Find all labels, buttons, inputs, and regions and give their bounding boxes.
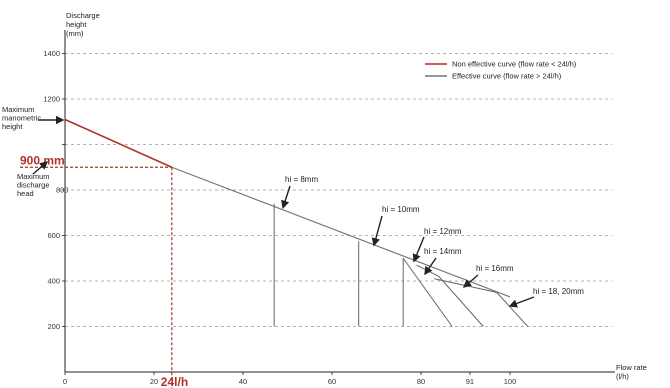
legend: Non effective curve (flow rate < 24l/h) E… xyxy=(425,60,577,81)
max-manometric-line-0: Maximum xyxy=(2,105,35,114)
x-axis-label-line-0: Flow rate xyxy=(616,363,647,372)
max-discharge-line-0: Maximum xyxy=(17,172,50,181)
max-discharge-arrow xyxy=(32,161,49,175)
annotations: hi = 8mm hi = 10mm hi = 12mm hi = 14mm hi = … xyxy=(2,105,584,388)
y-axis-label-line-2: (mm) xyxy=(66,29,84,38)
max-manometric-line-2: height xyxy=(2,122,23,131)
y-axis-label-line-1: height xyxy=(66,20,87,29)
y-axis-label-line-0: Discharge xyxy=(66,11,100,20)
y-tick-label-1400: 1400 xyxy=(43,49,60,58)
x-tick-label-80: 80 xyxy=(417,377,425,386)
hi-label-2: hi = 12mm xyxy=(424,227,462,236)
highlight-y-label: 900 mm xyxy=(20,153,65,167)
hi-line-arrow-2 xyxy=(412,236,425,263)
x-tick-label-91: 91 xyxy=(466,377,474,386)
max-discharge-line-1: discharge xyxy=(17,181,50,190)
hi-label-1: hi = 10mm xyxy=(382,205,420,214)
curves xyxy=(64,118,529,327)
axes xyxy=(64,30,615,373)
hi-curve-arrow-1 xyxy=(462,274,479,288)
hi-curve-1 xyxy=(416,264,484,327)
x-tick-label-100: 100 xyxy=(504,377,517,386)
hi-curve-arrow-2 xyxy=(508,296,535,308)
x-axis-label-line-1: (l/h) xyxy=(616,372,629,381)
grid xyxy=(65,53,612,327)
hi-curve-label-2: hi = 18, 20mm xyxy=(533,287,584,296)
hi-line-arrow-0 xyxy=(281,185,291,209)
legend-label-0: Non effective curve (flow rate < 24l/h) xyxy=(452,60,577,69)
hi-curve-0 xyxy=(402,257,453,327)
highlight-x-label: 24l/h xyxy=(161,375,188,388)
non-effective-curve xyxy=(64,118,173,168)
y-tick-label-800: 800 xyxy=(56,186,69,195)
ticks: 200 400 600 1200 1400 800 0 20 40 60 80 91 100 Discha… xyxy=(43,11,647,386)
x-tick-label-20: 20 xyxy=(150,377,158,386)
hi-curve-arrow-0 xyxy=(424,257,437,276)
y-tick-label-600: 600 xyxy=(47,231,60,240)
x-tick-label-40: 40 xyxy=(239,377,247,386)
x-tick-label-60: 60 xyxy=(328,377,336,386)
hi-line-arrow-1 xyxy=(371,215,383,247)
x-tick-label-0: 0 xyxy=(63,377,67,386)
legend-label-1: Effective curve (flow rate > 24l/h) xyxy=(452,72,562,81)
y-tick-label-400: 400 xyxy=(47,277,60,286)
hi-label-0: hi = 8mm xyxy=(285,175,318,184)
hi-curve-label-1: hi = 16mm xyxy=(476,264,514,273)
y-tick-label-200: 200 xyxy=(47,322,60,331)
max-manometric-line-1: manometric xyxy=(2,114,41,123)
hi-curve-label-0: hi = 14mm xyxy=(424,247,462,256)
max-discharge-line-2: head xyxy=(17,189,34,198)
effective-curve xyxy=(171,166,511,298)
hi-curve-2 xyxy=(434,278,529,327)
y-tick-label-1200: 1200 xyxy=(43,95,60,104)
